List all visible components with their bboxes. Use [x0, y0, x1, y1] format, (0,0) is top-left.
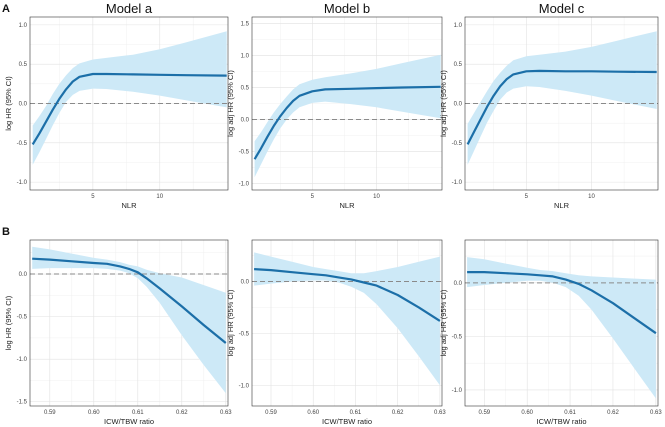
plot-frame — [251, 239, 443, 407]
x-tick-label: 0.59 — [265, 410, 277, 416]
plot-b-c: 0.59 0.60 0.61 0.62 0.63 -1.0 -0.5 0.0 ICW/TBW r… — [439, 239, 662, 426]
x-axis-label: ICW/TBW ratio — [104, 417, 154, 426]
y-axis-label: log adj HR (95% CI) — [226, 289, 235, 356]
y-tick-label: 0.0 — [19, 102, 28, 108]
y-axis-label: log adj HR (95% CI) — [439, 70, 448, 137]
x-tick-label: 0.63 — [434, 410, 446, 416]
x-tick-label: 0.62 — [607, 410, 619, 416]
y-tick-label: 0.0 — [454, 102, 463, 108]
y-axis-label: log HR (95% CI) — [4, 295, 13, 350]
y-axis-label: log adj HR (95% CI) — [439, 289, 448, 356]
x-tick-label: 0.61 — [350, 410, 362, 416]
plot-a-c: 5 10 -1.0 -0.5 0.0 0.5 1.0 NLR log adj HR (95% C… — [439, 1, 659, 210]
plot-frame — [251, 16, 443, 191]
y-tick-label: -1.0 — [17, 357, 28, 363]
y-tick-label: -0.5 — [17, 315, 28, 321]
estimate-line — [253, 85, 441, 160]
panel-label-b: B — [2, 226, 10, 238]
y-tick-label: -1.0 — [239, 182, 250, 188]
x-tick-label: 10 — [156, 194, 163, 200]
y-tick-label: -0.5 — [452, 334, 463, 340]
x-axis-label: ICW/TBW ratio — [322, 417, 372, 426]
y-tick-label: 1.5 — [241, 21, 250, 27]
x-tick-label: 0.61 — [564, 410, 576, 416]
y-tick-label: -1.0 — [452, 388, 463, 394]
estimate-line — [254, 268, 441, 322]
x-tick-label: 0.59 — [478, 410, 490, 416]
panel-label-a: A — [2, 3, 10, 15]
plot-b-a: 0.59 0.60 0.61 0.62 0.63 -1.5 -1.0 -0.5 0.0 ICW/T… — [4, 239, 232, 426]
ci-band — [467, 31, 657, 165]
x-tick-label: 10 — [373, 194, 380, 200]
estimate-line — [32, 257, 227, 344]
x-tick-label: 5 — [525, 194, 529, 200]
x-axis-label: NLR — [121, 201, 137, 210]
plot-frame — [29, 16, 229, 191]
y-axis-label: log HR (95% CI) — [4, 76, 13, 131]
y-tick-label: -1.0 — [17, 180, 28, 186]
y-tick-label: -0.5 — [239, 150, 250, 156]
y-tick-label: -0.5 — [452, 141, 463, 147]
estimate-line — [466, 69, 657, 145]
plot-frame — [29, 239, 229, 407]
estimate-line — [31, 72, 227, 145]
x-tick-label: 0.60 — [307, 410, 319, 416]
y-tick-label: 0.5 — [454, 62, 463, 68]
plot-title: Model b — [324, 1, 370, 16]
y-axis-label: log adj HR (95% CI) — [226, 70, 235, 137]
x-axis-label: NLR — [339, 201, 355, 210]
plot-a-a: 5 10 -1.0 -0.5 0.0 0.5 1.0 NLR log HR (95% CI) Mo… — [4, 1, 229, 210]
y-tick-label: -0.5 — [239, 331, 250, 337]
x-tick-label: 0.62 — [392, 410, 404, 416]
x-tick-label: 0.60 — [521, 410, 533, 416]
plot-a-b: 5 10 -1.0 -0.5 0.0 0.5 1.0 1.5 NLR log adj HR (95… — [226, 1, 443, 210]
y-tick-label: 0.5 — [19, 62, 28, 68]
ci-band — [467, 257, 656, 399]
x-tick-label: 0.62 — [176, 410, 188, 416]
x-tick-label: 0.63 — [650, 410, 662, 416]
x-tick-label: 0.60 — [88, 410, 100, 416]
x-tick-label: 0.61 — [132, 410, 144, 416]
x-tick-label: 5 — [91, 194, 95, 200]
plot-title: Model c — [539, 1, 585, 16]
y-tick-label: 0.5 — [241, 85, 250, 91]
y-tick-label: -1.5 — [17, 400, 28, 406]
y-tick-label: 0.0 — [241, 118, 250, 124]
ci-band — [254, 252, 440, 386]
y-tick-label: -1.0 — [239, 383, 250, 389]
y-tick-label: 0.0 — [454, 281, 463, 287]
estimate-line — [467, 271, 657, 335]
y-tick-label: -0.5 — [17, 141, 28, 147]
y-tick-label: 1.0 — [454, 23, 463, 29]
x-tick-label: 5 — [311, 194, 315, 200]
x-axis-label: ICW/TBW ratio — [537, 417, 587, 426]
y-tick-label: 0.0 — [19, 272, 28, 278]
ci-band — [32, 31, 227, 165]
x-tick-label: 10 — [588, 194, 595, 200]
x-tick-label: 0.63 — [220, 410, 232, 416]
plot-b-b: 0.59 0.60 0.61 0.62 0.63 -1.0 -0.5 0.0 ICW/TBW r… — [226, 239, 446, 426]
y-tick-label: 1.0 — [19, 23, 28, 29]
y-tick-label: -1.0 — [452, 180, 463, 186]
x-tick-label: 0.59 — [44, 410, 56, 416]
plot-title: Model a — [106, 1, 153, 16]
y-tick-label: 0.0 — [241, 280, 250, 286]
plot-frame — [464, 16, 659, 191]
ci-band — [32, 246, 226, 394]
x-axis-label: NLR — [554, 201, 570, 210]
ci-band — [254, 54, 441, 178]
plot-frame — [464, 239, 659, 407]
y-tick-label: 1.0 — [241, 53, 250, 59]
